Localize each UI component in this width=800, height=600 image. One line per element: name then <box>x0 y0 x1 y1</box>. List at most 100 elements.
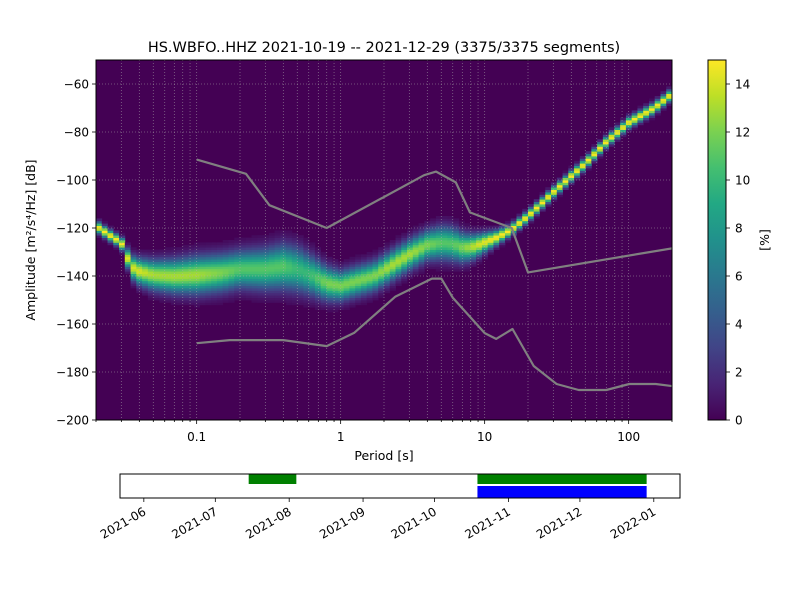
heatmap-cell <box>188 297 195 301</box>
heatmap-cell <box>280 249 287 253</box>
heatmap-cell <box>430 256 437 260</box>
y-axis-ticks: −60−80−100−120−140−160−180−200 <box>56 78 96 428</box>
heatmap-cell <box>274 237 281 241</box>
heatmap-cell <box>234 261 241 265</box>
heatmap-cell <box>153 290 160 294</box>
heatmap-cell <box>585 163 592 166</box>
heatmap-cell <box>188 261 195 265</box>
heatmap-cell <box>349 268 356 272</box>
heatmap-cell <box>280 273 287 277</box>
heatmap-cell <box>234 290 241 294</box>
heatmap-cell <box>96 230 103 234</box>
heatmap-cell <box>188 254 195 258</box>
heatmap-cell <box>147 268 154 272</box>
heatmap-cell <box>251 280 258 284</box>
heatmap-cell <box>395 278 402 282</box>
heatmap-cell <box>620 122 627 126</box>
heatmap-cell <box>257 273 264 277</box>
heatmap-cell <box>355 261 362 265</box>
heatmap-cell <box>216 280 224 284</box>
heatmap-cell <box>320 290 327 294</box>
heatmap-cell <box>107 235 114 238</box>
heatmap-cell <box>453 264 460 267</box>
heatmap-cell <box>579 165 586 169</box>
heatmap-cell <box>286 249 293 253</box>
heatmap-cell <box>384 280 391 284</box>
heatmap-cell <box>522 211 529 214</box>
chart-title: HS.WBFO..HHZ 2021-10-19 -- 2021-12-29 (3… <box>148 40 620 56</box>
heatmap-cell <box>251 254 258 258</box>
heatmap-cell <box>384 283 391 286</box>
heatmap-cell <box>240 247 247 250</box>
heatmap-cell <box>182 271 189 274</box>
heatmap-cell <box>113 237 120 241</box>
heatmap-cell <box>499 230 506 234</box>
heatmap-cell <box>441 266 448 270</box>
heatmap-cell <box>188 256 195 260</box>
heatmap-cell <box>245 261 252 265</box>
heatmap-cell <box>625 115 633 118</box>
noise-model-curves <box>196 158 672 392</box>
heatmap-cell <box>418 225 425 229</box>
heatmap-cell <box>384 285 391 289</box>
heatmap-cell <box>447 218 454 222</box>
heatmap-cell <box>182 268 189 272</box>
heatmap-cell <box>268 259 275 262</box>
heatmap-cell <box>539 201 546 205</box>
heatmap-cell <box>274 295 281 298</box>
heatmap-cell <box>188 249 195 253</box>
heatmap-cell <box>297 271 304 274</box>
heatmap-cell <box>574 172 581 176</box>
heatmap-cell <box>130 249 137 253</box>
psd-density-heatmap <box>96 86 672 313</box>
heatmap-cell <box>314 307 322 310</box>
heatmap-cell <box>568 175 575 178</box>
heatmap-cell <box>263 280 270 284</box>
heatmap-cell <box>205 247 212 250</box>
heatmap-cell <box>326 264 333 267</box>
heatmap-cell <box>251 240 258 243</box>
heatmap-cell <box>263 273 270 277</box>
heatmap-cell <box>159 292 166 296</box>
heatmap-cell <box>228 266 235 270</box>
heatmap-cell <box>130 266 137 270</box>
heatmap-cell <box>291 237 298 241</box>
heatmap-cell <box>320 280 327 284</box>
heatmap-cell <box>274 244 281 248</box>
heatmap-cell <box>268 300 275 303</box>
heatmap-cell <box>407 244 414 248</box>
heatmap-cell <box>464 261 471 265</box>
heatmap-cell <box>274 261 281 265</box>
heatmap-cell <box>516 228 523 231</box>
heatmap-cell <box>395 271 402 274</box>
heatmap-cell <box>487 249 494 253</box>
heatmap-cell <box>499 225 506 229</box>
heatmap-cell <box>286 254 293 258</box>
heatmap-cell <box>366 280 373 284</box>
heatmap-cell <box>286 237 293 241</box>
heatmap-cell <box>234 280 241 284</box>
heatmap-cell <box>251 259 258 262</box>
heatmap-cell <box>539 204 546 207</box>
heatmap-cell <box>418 256 425 260</box>
heatmap-cell <box>320 283 327 286</box>
heatmap-cell <box>320 254 327 258</box>
heatmap-cell <box>481 225 489 229</box>
heatmap-cell <box>314 285 322 289</box>
heatmap-cell <box>360 280 368 284</box>
heatmap-cell <box>291 276 298 279</box>
heatmap-cell <box>211 264 218 267</box>
heatmap-cell <box>539 196 546 200</box>
heatmap-cell <box>170 261 178 265</box>
heatmap-cell <box>309 280 316 284</box>
heatmap-cell <box>165 278 172 282</box>
heatmap-cell <box>130 261 137 265</box>
heatmap-cell <box>464 223 471 226</box>
heatmap-cell <box>476 225 483 229</box>
heatmap-cell <box>545 199 552 202</box>
x-tick-label: 1 <box>337 430 345 444</box>
heatmap-cell <box>228 273 235 277</box>
heatmap-cell <box>476 237 483 241</box>
heatmap-cell <box>216 252 224 255</box>
heatmap-cell <box>222 273 229 277</box>
